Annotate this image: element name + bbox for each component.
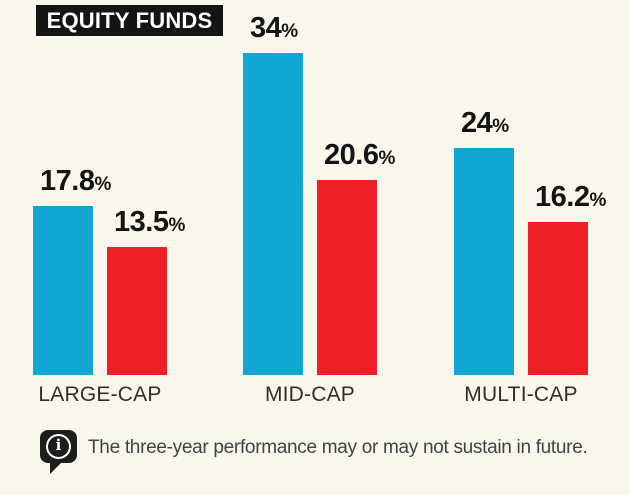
speech-bubble-tail bbox=[50, 462, 62, 474]
value-label-multi-cap-blue: 24% bbox=[461, 107, 509, 139]
bar-multi-cap-blue bbox=[454, 148, 514, 375]
bar-mid-cap-blue bbox=[243, 53, 303, 375]
value-label-mid-cap-blue: 34% bbox=[250, 12, 298, 44]
category-label-multi-cap: MULTI-CAP bbox=[464, 383, 578, 406]
info-speech-bubble-icon: i bbox=[40, 430, 77, 474]
bar-chart: 17.8% 13.5% 34% 20.6% 24% 16.2% bbox=[33, 12, 606, 375]
bar-multi-cap-red bbox=[528, 222, 588, 375]
bar-mid-cap-red bbox=[317, 180, 377, 375]
value-label-mid-cap-red: 20.6% bbox=[324, 139, 395, 171]
value-label-multi-cap-red: 16.2% bbox=[535, 181, 606, 213]
category-label-mid-cap: MID-CAP bbox=[264, 383, 356, 406]
chart-title: EQUITY FUNDS bbox=[36, 5, 223, 36]
chart-title-text: EQUITY FUNDS bbox=[46, 7, 213, 33]
footnote: i The three-year performance may or may … bbox=[40, 430, 588, 474]
info-circle: i bbox=[46, 434, 71, 459]
footnote-text: The three-year performance may or may no… bbox=[88, 437, 588, 458]
category-label-large-cap: LARGE-CAP bbox=[38, 383, 162, 406]
bar-large-cap-red bbox=[107, 247, 167, 375]
bar-large-cap-blue bbox=[33, 206, 93, 375]
value-label-large-cap-blue: 17.8% bbox=[40, 165, 111, 197]
info-i-glyph: i bbox=[55, 436, 62, 454]
value-label-large-cap-red: 13.5% bbox=[114, 206, 185, 238]
